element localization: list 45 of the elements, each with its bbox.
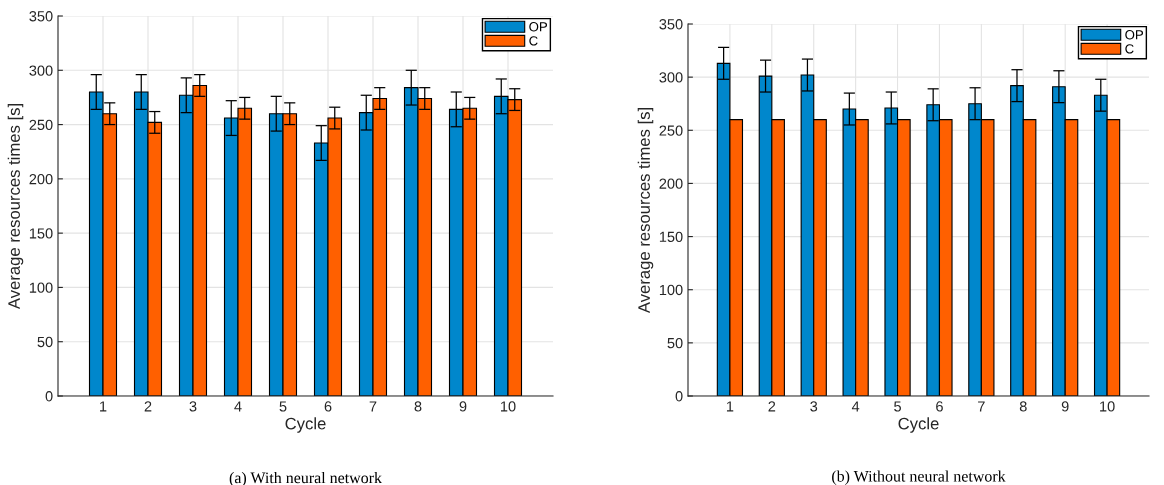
y-tick-label: 0 <box>45 391 53 402</box>
x-tick-label: 9 <box>1061 401 1069 412</box>
y-tick-label: 300 <box>29 65 53 76</box>
text: (b) Without neural network <box>832 470 1006 485</box>
x-tick-label: 8 <box>1019 401 1027 412</box>
x-tick-label: 2 <box>144 401 152 412</box>
x-tick-label: 10 <box>501 401 516 412</box>
x-tick-label: 3 <box>810 401 818 412</box>
y-tick-label: 350 <box>659 19 683 30</box>
x-tick-label: 4 <box>234 401 242 412</box>
y-tick-label: 200 <box>659 178 683 189</box>
x-axis-title: Cycle <box>285 417 326 433</box>
y-tick-label: 150 <box>29 228 53 239</box>
x-axis-title: Cycle <box>898 417 939 433</box>
y-tick-label: 100 <box>29 282 53 293</box>
y-tick-label: 150 <box>659 231 683 242</box>
y-tick-label: 0 <box>675 391 683 402</box>
x-tick-label: 4 <box>851 401 860 412</box>
y-tick-label: 200 <box>29 173 53 185</box>
y-tick-label: 50 <box>667 337 683 349</box>
x-tick-label: 5 <box>894 401 901 412</box>
x-tick-label: 9 <box>459 401 467 412</box>
y-axis-title: Average resources times [s] <box>7 104 24 310</box>
x-tick-label: 1 <box>100 401 107 412</box>
legend-label: C <box>529 36 538 46</box>
legend-label: OP <box>1125 30 1144 40</box>
x-tick-label: 3 <box>189 401 197 412</box>
x-tick-label: 2 <box>768 401 776 412</box>
y-tick-label: 250 <box>659 125 683 136</box>
y-axis-title: Average resources times [s] <box>637 108 654 314</box>
legend-label: C <box>1125 44 1134 54</box>
legend-label: OP <box>529 22 548 32</box>
x-tick-label: 8 <box>414 401 422 412</box>
x-tick-label: 10 <box>1100 401 1115 412</box>
x-tick-label: 7 <box>978 401 985 412</box>
x-tick-label: 6 <box>936 401 943 412</box>
x-tick-label: 6 <box>324 401 332 412</box>
x-tick-label: 5 <box>279 401 287 412</box>
x-tick-label: 7 <box>369 401 377 412</box>
y-tick-label: 250 <box>29 119 53 130</box>
y-tick-label: 100 <box>659 284 683 296</box>
y-tick-label: 50 <box>37 336 53 348</box>
y-tick-label: 300 <box>659 72 683 83</box>
y-tick-label: 350 <box>29 11 53 22</box>
x-tick-label: 1 <box>726 401 734 412</box>
